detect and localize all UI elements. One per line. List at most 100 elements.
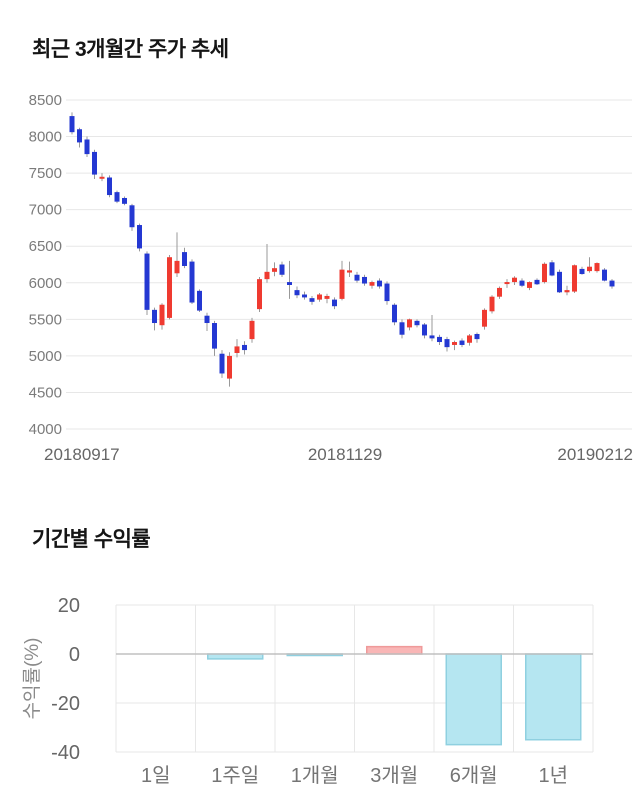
candle-body-down <box>189 261 195 303</box>
candle-body-up <box>564 290 570 293</box>
candle <box>467 333 472 346</box>
candle <box>354 271 360 283</box>
candle-body-up <box>504 282 510 285</box>
candle-body-up <box>264 271 270 280</box>
candle-body-down <box>422 324 427 336</box>
candle-body-down <box>549 262 555 276</box>
candle <box>369 280 375 289</box>
candle <box>227 352 232 387</box>
candle <box>384 281 390 305</box>
y-axis-tick-label: -40 <box>51 742 80 764</box>
candle-body-down <box>287 282 292 285</box>
candle <box>549 260 555 277</box>
candle <box>527 281 532 291</box>
candle-body-down <box>219 353 225 374</box>
candle <box>219 350 225 378</box>
x-axis-category-label: 6개월 <box>450 764 498 787</box>
candle <box>399 319 405 339</box>
candle <box>294 286 300 299</box>
candle <box>579 266 585 275</box>
candle <box>324 293 330 304</box>
candle <box>594 262 600 273</box>
candle-body-down <box>384 283 390 302</box>
candle <box>159 303 165 330</box>
x-axis-category-label: 1개월 <box>291 764 339 787</box>
return-bar <box>445 653 502 746</box>
candle <box>602 268 607 282</box>
candle-body-up <box>234 346 240 353</box>
candle <box>204 312 210 332</box>
candle-body-down <box>279 264 285 275</box>
candle-body-up <box>527 282 532 288</box>
y-axis-title: 수익률(%) <box>21 638 43 720</box>
candle <box>452 340 457 351</box>
candle <box>377 278 382 289</box>
candle-body-up <box>174 260 180 274</box>
y-axis-tick-label: 6000 <box>29 275 62 292</box>
candle <box>609 279 615 289</box>
candle-body-down <box>294 290 300 296</box>
candle <box>474 332 480 343</box>
candle-body-down <box>534 279 540 285</box>
candle <box>459 338 465 348</box>
y-axis-tick-label: 6500 <box>29 238 62 255</box>
candle <box>137 223 142 252</box>
candle-body-down <box>557 271 562 293</box>
candle-body-up <box>347 270 352 273</box>
candle-body-up <box>249 320 255 340</box>
candle <box>437 334 442 345</box>
candle <box>362 274 367 286</box>
candle-body-down <box>77 129 82 143</box>
x-axis-category-label: 3개월 <box>370 764 418 787</box>
candle <box>182 247 187 269</box>
candle-body-down <box>212 323 217 349</box>
candle-body-down <box>602 269 607 281</box>
candle-body-up <box>369 282 375 286</box>
candle-body-up <box>482 309 487 327</box>
x-axis-category-label: 1년 <box>538 764 568 787</box>
candle <box>444 336 450 352</box>
candle-body-down <box>519 280 525 286</box>
x-axis-tick-label: 20190212 <box>557 445 633 464</box>
candle <box>174 232 180 277</box>
candle-body-up <box>489 296 495 312</box>
x-axis-tick-label: 20180917 <box>44 445 120 464</box>
candle <box>99 173 105 182</box>
candle-body-down <box>609 280 615 287</box>
candle <box>564 285 570 296</box>
candle <box>512 276 517 285</box>
candle <box>114 190 120 204</box>
candle <box>482 308 487 330</box>
candle <box>392 303 397 326</box>
candle-body-up <box>497 287 502 297</box>
candle <box>287 260 292 299</box>
candle-body-up <box>227 355 232 379</box>
candle-body-down <box>302 294 307 298</box>
candle <box>212 320 217 356</box>
candle <box>414 319 420 328</box>
candle <box>242 341 247 355</box>
candle <box>264 244 270 283</box>
candle <box>272 262 277 277</box>
y-axis-tick-label: 5000 <box>29 348 62 365</box>
candle-body-down <box>122 197 127 204</box>
candle <box>107 175 112 198</box>
candle <box>144 251 150 315</box>
price-chart: 8500 8000 7500 7000 6500 6000 5500 5000 4500 4000… <box>29 92 633 464</box>
candle-body-down <box>152 309 157 324</box>
candle-body-up <box>167 257 172 318</box>
candle <box>572 264 577 294</box>
candle-body-down <box>182 252 187 266</box>
returns-chart-title: 기간별 수익률 <box>32 528 151 551</box>
candle-body-up <box>467 335 472 343</box>
candle-body-down <box>107 177 112 196</box>
candle <box>77 127 82 148</box>
candle <box>317 293 322 302</box>
candle-body-down <box>474 333 480 340</box>
y-axis-tick-label: 20 <box>58 595 80 617</box>
candle-body-up <box>339 269 345 299</box>
candle-body-up <box>324 295 330 299</box>
candle <box>84 136 90 158</box>
y-axis-tick-label: 8000 <box>29 129 62 146</box>
y-axis-tick-label: 5500 <box>29 311 62 328</box>
